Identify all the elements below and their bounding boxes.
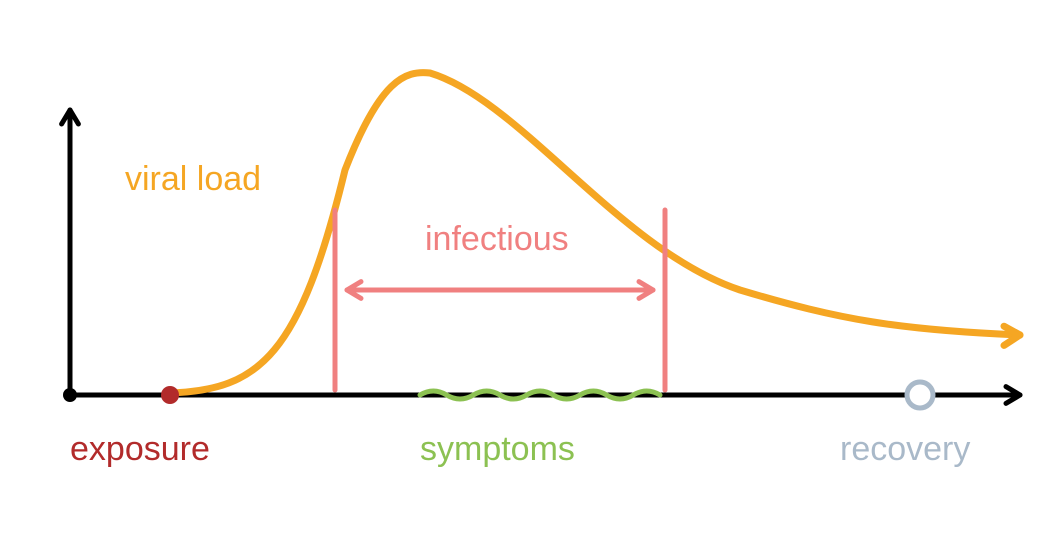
viral-load-diagram: viral load infectious symptoms exposure … xyxy=(0,0,1050,549)
symptoms-label: symptoms xyxy=(420,430,575,468)
exposure-dot xyxy=(161,386,179,404)
viral-load-label: viral load xyxy=(125,160,261,198)
infectious-label: infectious xyxy=(425,220,569,258)
infectious-range: infectious xyxy=(335,210,665,390)
recovery-circle xyxy=(907,382,933,408)
symptoms-group: symptoms xyxy=(420,391,660,468)
recovery-label: recovery xyxy=(840,430,970,468)
origin-dot xyxy=(63,388,77,402)
exposure-group: exposure xyxy=(70,386,210,468)
viral-load-curve-group: viral load xyxy=(125,73,1020,393)
exposure-label: exposure xyxy=(70,430,210,468)
viral-load-curve xyxy=(170,73,1020,393)
